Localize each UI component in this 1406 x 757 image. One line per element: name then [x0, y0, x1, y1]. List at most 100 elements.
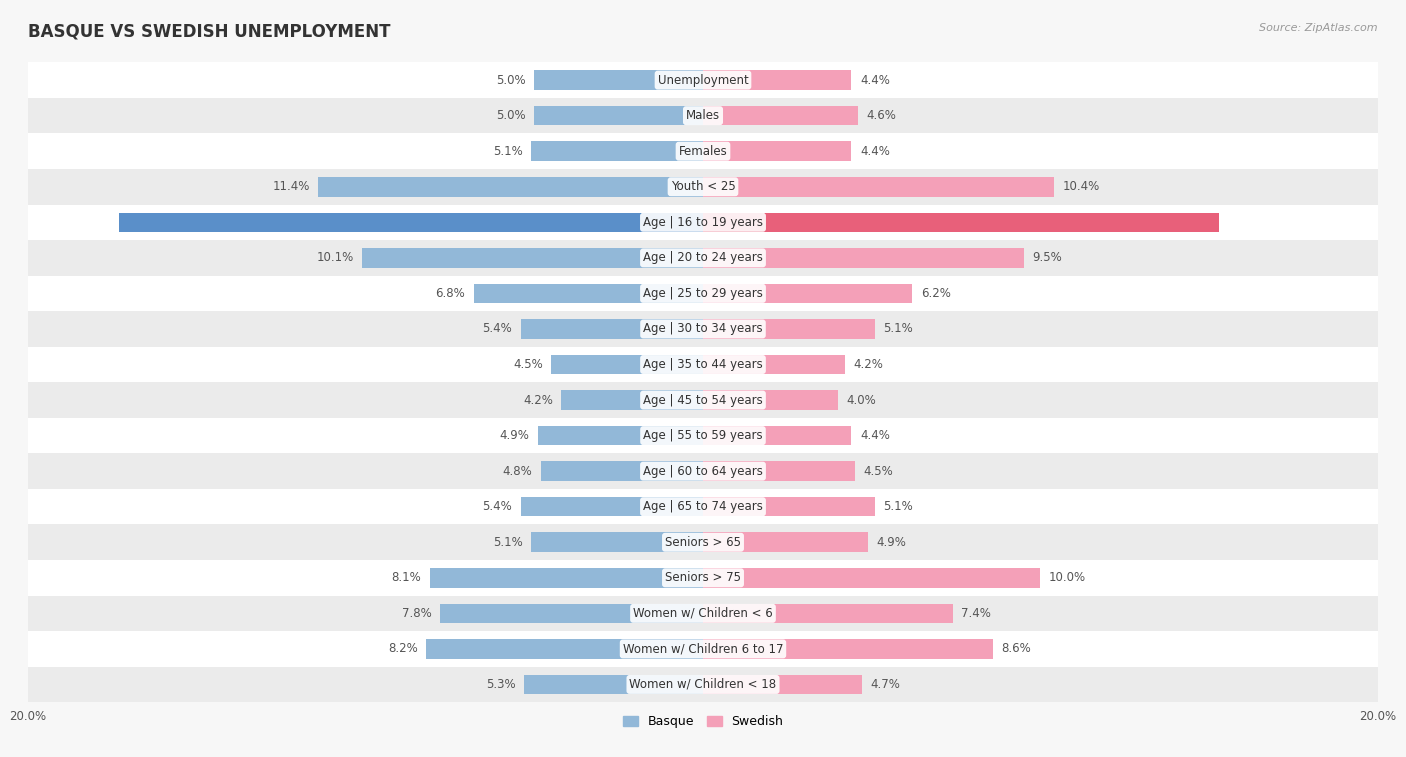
Bar: [524, 674, 703, 694]
Bar: [120, 213, 703, 232]
Text: 9.5%: 9.5%: [1032, 251, 1062, 264]
Bar: [703, 639, 993, 659]
Bar: [703, 391, 838, 410]
Bar: [561, 391, 703, 410]
Text: Seniors > 65: Seniors > 65: [665, 536, 741, 549]
Bar: [363, 248, 703, 268]
Bar: [28, 98, 1378, 133]
Text: Women w/ Children < 6: Women w/ Children < 6: [633, 607, 773, 620]
Bar: [28, 489, 1378, 525]
Bar: [28, 311, 1378, 347]
Text: 4.5%: 4.5%: [513, 358, 543, 371]
Bar: [703, 355, 845, 374]
Text: 8.6%: 8.6%: [1001, 643, 1032, 656]
Text: 6.2%: 6.2%: [921, 287, 950, 300]
Bar: [318, 177, 703, 197]
Text: 4.4%: 4.4%: [860, 145, 890, 157]
Text: 17.3%: 17.3%: [38, 216, 79, 229]
Text: Females: Females: [679, 145, 727, 157]
Text: 6.8%: 6.8%: [436, 287, 465, 300]
Bar: [520, 319, 703, 338]
Bar: [703, 532, 869, 552]
Text: Women w/ Children 6 to 17: Women w/ Children 6 to 17: [623, 643, 783, 656]
Bar: [28, 240, 1378, 276]
Text: 11.4%: 11.4%: [273, 180, 309, 193]
Text: Age | 55 to 59 years: Age | 55 to 59 years: [643, 429, 763, 442]
Text: 4.4%: 4.4%: [860, 429, 890, 442]
Bar: [520, 497, 703, 516]
Bar: [537, 426, 703, 445]
Bar: [28, 453, 1378, 489]
Bar: [474, 284, 703, 304]
Bar: [28, 525, 1378, 560]
Bar: [703, 319, 875, 338]
Text: 4.2%: 4.2%: [853, 358, 883, 371]
Text: Age | 30 to 34 years: Age | 30 to 34 years: [643, 322, 763, 335]
Bar: [703, 142, 852, 161]
Bar: [703, 461, 855, 481]
Text: Unemployment: Unemployment: [658, 73, 748, 86]
Bar: [703, 426, 852, 445]
Bar: [28, 667, 1378, 702]
Text: Source: ZipAtlas.com: Source: ZipAtlas.com: [1260, 23, 1378, 33]
Bar: [430, 568, 703, 587]
Bar: [703, 497, 875, 516]
Legend: Basque, Swedish: Basque, Swedish: [617, 710, 789, 733]
Bar: [703, 70, 852, 90]
Bar: [28, 382, 1378, 418]
Bar: [703, 106, 858, 126]
Bar: [531, 532, 703, 552]
Bar: [531, 142, 703, 161]
Bar: [28, 560, 1378, 596]
Bar: [28, 62, 1378, 98]
Text: Age | 45 to 54 years: Age | 45 to 54 years: [643, 394, 763, 407]
Text: 4.2%: 4.2%: [523, 394, 553, 407]
Bar: [703, 568, 1040, 587]
Bar: [28, 204, 1378, 240]
Bar: [28, 631, 1378, 667]
Text: 4.7%: 4.7%: [870, 678, 900, 691]
Text: 4.5%: 4.5%: [863, 465, 893, 478]
Text: Youth < 25: Youth < 25: [671, 180, 735, 193]
Text: 7.4%: 7.4%: [962, 607, 991, 620]
Bar: [28, 169, 1378, 204]
Text: 8.1%: 8.1%: [391, 572, 422, 584]
Text: 4.4%: 4.4%: [860, 73, 890, 86]
Bar: [703, 603, 953, 623]
Text: 5.1%: 5.1%: [492, 536, 523, 549]
Bar: [551, 355, 703, 374]
Text: 8.2%: 8.2%: [388, 643, 418, 656]
Text: 5.0%: 5.0%: [496, 73, 526, 86]
Text: Age | 16 to 19 years: Age | 16 to 19 years: [643, 216, 763, 229]
Text: 5.1%: 5.1%: [883, 500, 914, 513]
Text: 4.9%: 4.9%: [499, 429, 529, 442]
Bar: [541, 461, 703, 481]
Bar: [28, 276, 1378, 311]
Text: 5.1%: 5.1%: [883, 322, 914, 335]
Text: 4.6%: 4.6%: [866, 109, 897, 122]
Text: 5.3%: 5.3%: [486, 678, 516, 691]
Text: 4.8%: 4.8%: [503, 465, 533, 478]
Bar: [28, 347, 1378, 382]
Text: 5.4%: 5.4%: [482, 322, 512, 335]
Text: Age | 60 to 64 years: Age | 60 to 64 years: [643, 465, 763, 478]
Bar: [703, 213, 1219, 232]
Bar: [703, 248, 1024, 268]
Text: 5.0%: 5.0%: [496, 109, 526, 122]
Text: 10.0%: 10.0%: [1049, 572, 1085, 584]
Bar: [534, 106, 703, 126]
Text: BASQUE VS SWEDISH UNEMPLOYMENT: BASQUE VS SWEDISH UNEMPLOYMENT: [28, 23, 391, 41]
Text: Age | 65 to 74 years: Age | 65 to 74 years: [643, 500, 763, 513]
Text: Women w/ Children < 18: Women w/ Children < 18: [630, 678, 776, 691]
Text: Seniors > 75: Seniors > 75: [665, 572, 741, 584]
Bar: [440, 603, 703, 623]
Text: 15.3%: 15.3%: [1327, 216, 1368, 229]
Bar: [28, 133, 1378, 169]
Text: 4.0%: 4.0%: [846, 394, 876, 407]
Text: Age | 25 to 29 years: Age | 25 to 29 years: [643, 287, 763, 300]
Text: 4.9%: 4.9%: [877, 536, 907, 549]
Bar: [28, 596, 1378, 631]
Bar: [703, 674, 862, 694]
Text: Males: Males: [686, 109, 720, 122]
Bar: [703, 177, 1054, 197]
